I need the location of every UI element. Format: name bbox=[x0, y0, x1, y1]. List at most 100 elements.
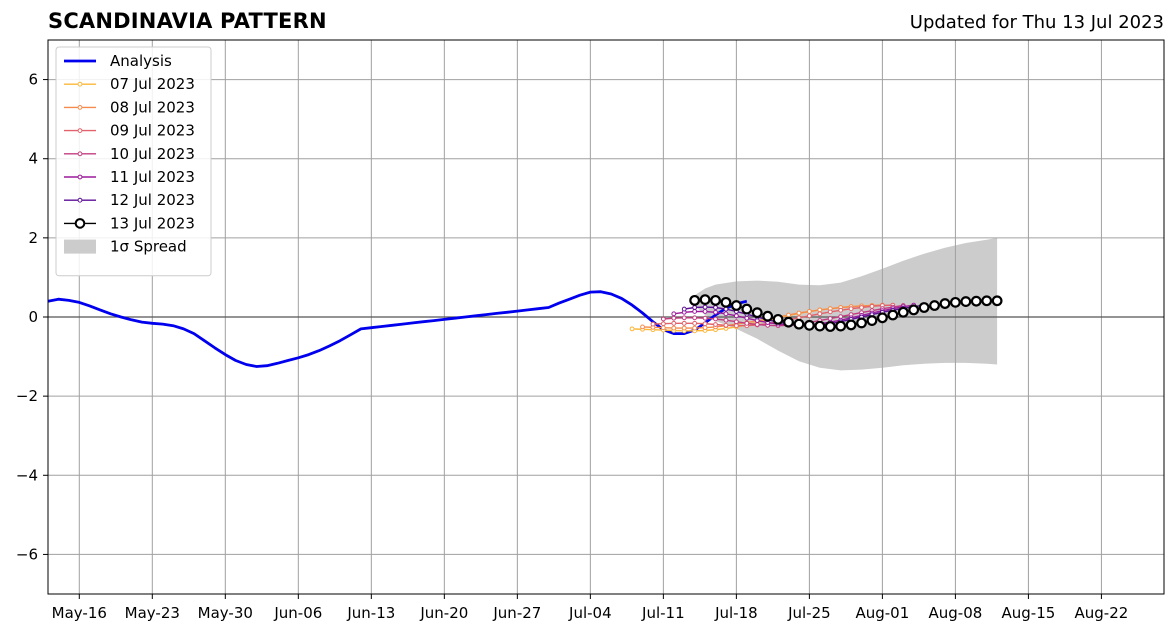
spread-band bbox=[694, 237, 998, 371]
series-point-11-jul-2023 bbox=[692, 309, 698, 314]
axes-group: May-16 May-23 May-30 Jun-06 Jun-13 Jun-20 Jun-… bbox=[16, 39, 1165, 622]
series-point-09-jul-2023 bbox=[650, 321, 656, 327]
series-point-09-jul-2023 bbox=[723, 322, 729, 328]
series-point-10-jul-2023 bbox=[744, 320, 750, 326]
series-point-10-jul-2023 bbox=[702, 315, 708, 321]
legend-label-analysis: Analysis bbox=[110, 52, 172, 70]
series-point-13-jul-2023 bbox=[793, 318, 805, 330]
y-tick-label: 0 bbox=[28, 308, 38, 326]
series-point-12-jul-2023 bbox=[692, 305, 698, 310]
legend-label-10-jul-2023: 10 Jul 2023 bbox=[110, 145, 195, 163]
analysis-line-group bbox=[47, 290, 748, 368]
series-point-13-jul-2023 bbox=[699, 294, 711, 305]
series-point-09-jul-2023 bbox=[660, 321, 666, 327]
spread-band-group bbox=[694, 237, 998, 371]
series-point-13-jul-2023 bbox=[803, 319, 815, 331]
series-point-13-jul-2023 bbox=[950, 296, 961, 308]
series-point-09-jul-2023 bbox=[859, 305, 864, 310]
series-point-13-jul-2023 bbox=[730, 300, 742, 311]
series-point-10-jul-2023 bbox=[754, 322, 760, 327]
series-point-09-jul-2023 bbox=[671, 320, 677, 326]
legend-marker-11-jul-2023 bbox=[77, 174, 83, 180]
x-tick-label: May-23 bbox=[125, 604, 180, 622]
y-tick-label: −2 bbox=[16, 387, 38, 405]
series-point-12-jul-2023 bbox=[681, 306, 687, 312]
x-tick-label: May-30 bbox=[198, 604, 253, 622]
series-point-08-jul-2023 bbox=[660, 325, 666, 331]
series-point-10-jul-2023 bbox=[713, 316, 718, 322]
series-point-10-jul-2023 bbox=[723, 317, 729, 323]
x-tick-label: Jun-13 bbox=[346, 604, 395, 622]
series-point-13-jul-2023 bbox=[991, 295, 1003, 307]
legend-marker-13-jul-2023 bbox=[74, 218, 86, 229]
legend-marker-10-jul-2023 bbox=[77, 151, 83, 157]
series-point-11-jul-2023 bbox=[713, 309, 718, 315]
series-point-11-jul-2023 bbox=[702, 309, 708, 314]
legend-marker-09-jul-2023 bbox=[77, 128, 83, 134]
legend: Analysis 07 Jul 2023 08 Jul 2023 09 Jul 202… bbox=[55, 46, 212, 277]
series-point-13-jul-2023 bbox=[960, 296, 972, 307]
series-point-08-jul-2023 bbox=[702, 325, 708, 331]
series-point-13-jul-2023 bbox=[876, 312, 888, 324]
x-tick-label: Jun-27 bbox=[492, 604, 541, 622]
series-point-08-jul-2023 bbox=[640, 324, 645, 330]
series-point-13-jul-2023 bbox=[751, 307, 763, 319]
legend-label-11-jul-2023: 11 Jul 2023 bbox=[110, 168, 195, 186]
series-point-09-jul-2023 bbox=[848, 306, 854, 312]
y-tick-label: 2 bbox=[28, 229, 38, 247]
legend-label-1-spread: 1σ Spread bbox=[110, 238, 187, 256]
series-point-12-jul-2023 bbox=[713, 305, 718, 310]
series-point-09-jul-2023 bbox=[702, 321, 708, 327]
series-point-09-jul-2023 bbox=[681, 320, 687, 326]
legend-label-09-jul-2023: 09 Jul 2023 bbox=[110, 122, 195, 140]
series-point-13-jul-2023 bbox=[824, 321, 836, 332]
series-point-13-jul-2023 bbox=[897, 306, 909, 318]
series-point-10-jul-2023 bbox=[660, 316, 666, 322]
series-point-09-jul-2023 bbox=[827, 309, 833, 315]
series-point-08-jul-2023 bbox=[692, 325, 698, 331]
series-point-11-jul-2023 bbox=[733, 313, 739, 319]
series-point-09-jul-2023 bbox=[692, 320, 698, 326]
legend-label-12-jul-2023: 12 Jul 2023 bbox=[110, 191, 195, 209]
series-point-09-jul-2023 bbox=[713, 322, 718, 327]
series-point-07-jul-2023 bbox=[629, 326, 635, 332]
series-point-10-jul-2023 bbox=[733, 319, 739, 325]
x-tick-label: Jun-06 bbox=[273, 604, 322, 622]
series-point-10-jul-2023 bbox=[681, 315, 687, 321]
legend-label-07-jul-2023: 07 Jul 2023 bbox=[110, 75, 195, 93]
series-point-11-jul-2023 bbox=[744, 315, 750, 321]
x-tick-label: Aug-15 bbox=[1002, 604, 1056, 622]
series-point-13-jul-2023 bbox=[887, 309, 899, 321]
series-point-13-jul-2023 bbox=[689, 294, 701, 306]
series-point-13-jul-2023 bbox=[970, 295, 982, 307]
forecast-series-group bbox=[629, 294, 1003, 334]
chart-title: SCANDINAVIA PATTERN bbox=[48, 9, 327, 33]
y-tick-label: −6 bbox=[16, 545, 38, 563]
series-point-08-jul-2023 bbox=[817, 307, 823, 313]
legend-marker-12-jul-2023 bbox=[77, 197, 83, 203]
y-tick-label: −4 bbox=[16, 466, 38, 484]
series-point-13-jul-2023 bbox=[981, 295, 993, 307]
series-point-13-jul-2023 bbox=[918, 302, 930, 313]
series-point-13-jul-2023 bbox=[866, 315, 878, 326]
series-point-09-jul-2023 bbox=[733, 323, 739, 329]
series-point-08-jul-2023 bbox=[671, 325, 677, 331]
series-point-09-jul-2023 bbox=[838, 307, 844, 313]
series-point-13-jul-2023 bbox=[845, 319, 857, 331]
series-point-08-jul-2023 bbox=[796, 310, 802, 316]
legend-box bbox=[55, 46, 212, 277]
series-point-09-jul-2023 bbox=[869, 303, 875, 309]
series-point-12-jul-2023 bbox=[702, 304, 708, 310]
series-point-11-jul-2023 bbox=[671, 311, 677, 317]
legend-label-08-jul-2023: 08 Jul 2023 bbox=[110, 98, 195, 116]
x-tick-label: Jul-11 bbox=[641, 604, 685, 622]
series-point-10-jul-2023 bbox=[671, 315, 677, 321]
series-point-10-jul-2023 bbox=[692, 315, 698, 321]
series-point-13-jul-2023 bbox=[783, 316, 794, 328]
x-tick-label: Aug-22 bbox=[1075, 604, 1129, 622]
series-point-13-jul-2023 bbox=[741, 303, 753, 315]
series-point-09-jul-2023 bbox=[817, 311, 823, 317]
series-point-08-jul-2023 bbox=[806, 309, 812, 314]
series-point-13-jul-2023 bbox=[929, 300, 940, 311]
